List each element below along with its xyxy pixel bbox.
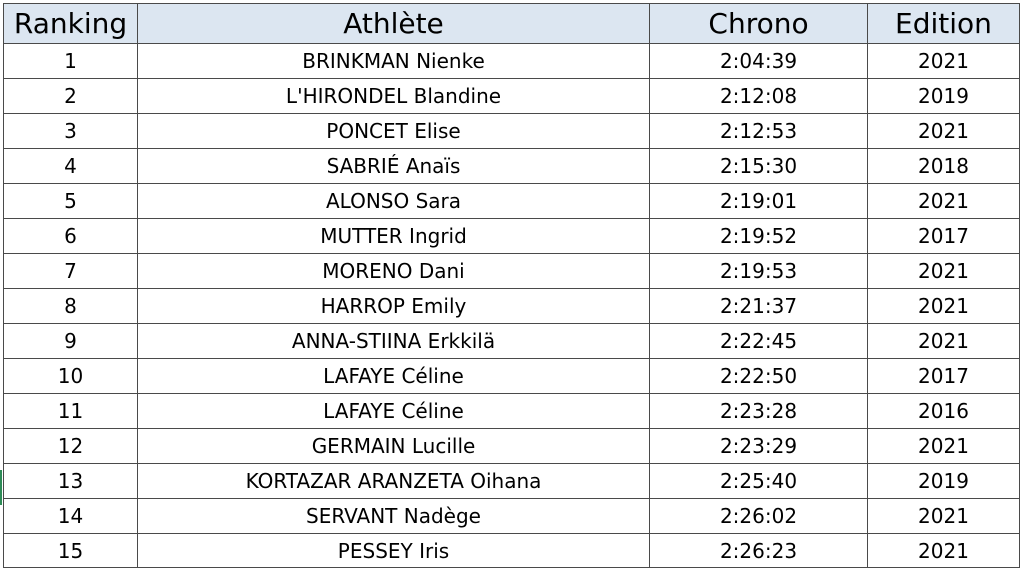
- cell-ranking[interactable]: 11: [3, 393, 138, 429]
- cell-edition[interactable]: 2021: [867, 183, 1020, 219]
- cell-chrono[interactable]: 2:23:29: [649, 428, 868, 464]
- table-row: 10 LAFAYE Céline 2:22:50 2017: [3, 358, 1020, 394]
- table-row: 5 ALONSO Sara 2:19:01 2021: [3, 183, 1020, 219]
- cell-edition[interactable]: 2021: [867, 533, 1020, 568]
- cell-chrono[interactable]: 2:19:01: [649, 183, 868, 219]
- cell-edition[interactable]: 2021: [867, 323, 1020, 359]
- cell-ranking[interactable]: 13: [3, 463, 138, 499]
- cell-chrono[interactable]: 2:19:52: [649, 218, 868, 254]
- table-row: 11 LAFAYE Céline 2:23:28 2016: [3, 393, 1020, 429]
- cell-athlete[interactable]: BRINKMAN Nienke: [137, 43, 650, 79]
- table-row: 8 HARROP Emily 2:21:37 2021: [3, 288, 1020, 324]
- table-row: 9 ANNA-STIINA Erkkilä 2:22:45 2021: [3, 323, 1020, 359]
- header-ranking[interactable]: Ranking: [3, 3, 138, 44]
- cell-chrono[interactable]: 2:26:23: [649, 533, 868, 568]
- cell-ranking[interactable]: 9: [3, 323, 138, 359]
- cell-ranking[interactable]: 5: [3, 183, 138, 219]
- cell-chrono[interactable]: 2:04:39: [649, 43, 868, 79]
- cell-ranking[interactable]: 8: [3, 288, 138, 324]
- table-row: 2 L'HIRONDEL Blandine 2:12:08 2019: [3, 78, 1020, 114]
- ranking-table: Ranking Athlète Chrono Edition 1 BRINKMAN…: [3, 3, 1020, 568]
- row-selection-marker: [0, 470, 2, 505]
- cell-athlete[interactable]: ALONSO Sara: [137, 183, 650, 219]
- cell-athlete[interactable]: SABRIÉ Anaïs: [137, 148, 650, 184]
- cell-edition[interactable]: 2021: [867, 43, 1020, 79]
- cell-athlete[interactable]: PONCET Elise: [137, 113, 650, 149]
- cell-ranking[interactable]: 10: [3, 358, 138, 394]
- cell-chrono[interactable]: 2:22:50: [649, 358, 868, 394]
- table-row: 15 PESSEY Iris 2:26:23 2021: [3, 533, 1020, 568]
- table-row: 3 PONCET Elise 2:12:53 2021: [3, 113, 1020, 149]
- cell-chrono[interactable]: 2:15:30: [649, 148, 868, 184]
- table-body: 1 BRINKMAN Nienke 2:04:39 2021 2 L'HIRONDEL B…: [3, 43, 1020, 568]
- table-row: 1 BRINKMAN Nienke 2:04:39 2021: [3, 43, 1020, 79]
- cell-ranking[interactable]: 6: [3, 218, 138, 254]
- table-row: 4 SABRIÉ Anaïs 2:15:30 2018: [3, 148, 1020, 184]
- cell-chrono[interactable]: 2:21:37: [649, 288, 868, 324]
- cell-athlete[interactable]: LAFAYE Céline: [137, 358, 650, 394]
- table-header: Ranking Athlète Chrono Edition: [3, 3, 1020, 44]
- cell-athlete[interactable]: PESSEY Iris: [137, 533, 650, 568]
- cell-ranking[interactable]: 12: [3, 428, 138, 464]
- cell-ranking[interactable]: 4: [3, 148, 138, 184]
- header-athlete[interactable]: Athlète: [137, 3, 650, 44]
- cell-edition[interactable]: 2021: [867, 428, 1020, 464]
- cell-ranking[interactable]: 7: [3, 253, 138, 289]
- cell-edition[interactable]: 2021: [867, 253, 1020, 289]
- table-row: 14 SERVANT Nadège 2:26:02 2021: [3, 498, 1020, 534]
- cell-athlete[interactable]: MORENO Dani: [137, 253, 650, 289]
- cell-athlete[interactable]: MUTTER Ingrid: [137, 218, 650, 254]
- header-row: Ranking Athlète Chrono Edition: [3, 3, 1020, 44]
- cell-chrono[interactable]: 2:19:53: [649, 253, 868, 289]
- cell-ranking[interactable]: 3: [3, 113, 138, 149]
- cell-athlete[interactable]: ANNA-STIINA Erkkilä: [137, 323, 650, 359]
- cell-ranking[interactable]: 15: [3, 533, 138, 568]
- table-row: 7 MORENO Dani 2:19:53 2021: [3, 253, 1020, 289]
- cell-chrono[interactable]: 2:22:45: [649, 323, 868, 359]
- cell-edition[interactable]: 2021: [867, 498, 1020, 534]
- table-row: 6 MUTTER Ingrid 2:19:52 2017: [3, 218, 1020, 254]
- cell-athlete[interactable]: KORTAZAR ARANZETA Oihana: [137, 463, 650, 499]
- cell-ranking[interactable]: 1: [3, 43, 138, 79]
- header-edition[interactable]: Edition: [867, 3, 1020, 44]
- cell-chrono[interactable]: 2:23:28: [649, 393, 868, 429]
- cell-ranking[interactable]: 2: [3, 78, 138, 114]
- cell-chrono[interactable]: 2:12:53: [649, 113, 868, 149]
- header-chrono[interactable]: Chrono: [649, 3, 868, 44]
- cell-athlete[interactable]: GERMAIN Lucille: [137, 428, 650, 464]
- cell-athlete[interactable]: SERVANT Nadège: [137, 498, 650, 534]
- cell-athlete[interactable]: L'HIRONDEL Blandine: [137, 78, 650, 114]
- cell-edition[interactable]: 2018: [867, 148, 1020, 184]
- cell-edition[interactable]: 2017: [867, 358, 1020, 394]
- cell-edition[interactable]: 2021: [867, 288, 1020, 324]
- cell-edition[interactable]: 2019: [867, 463, 1020, 499]
- cell-edition[interactable]: 2017: [867, 218, 1020, 254]
- table-row: 13 KORTAZAR ARANZETA Oihana 2:25:40 2019: [3, 463, 1020, 499]
- table-row: 12 GERMAIN Lucille 2:23:29 2021: [3, 428, 1020, 464]
- cell-ranking[interactable]: 14: [3, 498, 138, 534]
- cell-athlete[interactable]: HARROP Emily: [137, 288, 650, 324]
- cell-chrono[interactable]: 2:26:02: [649, 498, 868, 534]
- cell-chrono[interactable]: 2:12:08: [649, 78, 868, 114]
- cell-athlete[interactable]: LAFAYE Céline: [137, 393, 650, 429]
- cell-edition[interactable]: 2016: [867, 393, 1020, 429]
- cell-edition[interactable]: 2021: [867, 113, 1020, 149]
- cell-chrono[interactable]: 2:25:40: [649, 463, 868, 499]
- cell-edition[interactable]: 2019: [867, 78, 1020, 114]
